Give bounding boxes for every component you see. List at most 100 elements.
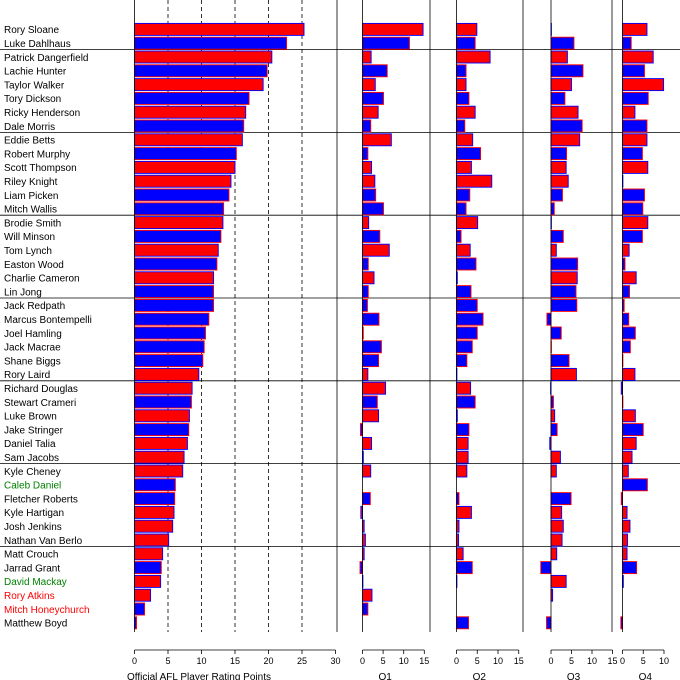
player-name-label: Kyle Cheney [4, 467, 61, 478]
quarter-tick-label: 10 [399, 656, 409, 666]
quarter-tick-label: 15 [419, 656, 429, 666]
total-rating-bar [134, 22, 305, 36]
quarter-rating-bar [622, 147, 643, 161]
player-name-label: Rory Atkins [4, 591, 55, 602]
player-name-label: Josh Jenkins [4, 522, 62, 533]
quarter-rating-bar [622, 505, 628, 519]
quarter-rating-bar [456, 174, 493, 188]
total-rating-bar [134, 602, 146, 616]
player-name-label: Luke Brown [4, 412, 57, 423]
quarter-rating-bar [362, 91, 384, 105]
total-rating-bar [134, 423, 190, 437]
quarter-rating-bar [362, 216, 370, 230]
total-rating-bar [134, 561, 162, 575]
quarter-rating-bar [362, 492, 371, 506]
quarter-rating-bar [456, 188, 471, 202]
total-rating-bar [134, 147, 237, 161]
quarter-rating-bar [456, 464, 468, 478]
total-rating-bar [134, 519, 174, 533]
player-name-label: Mitch Wallis [4, 205, 57, 216]
player-name-label: Matt Crouch [4, 550, 58, 561]
total-rating-bar [134, 492, 176, 506]
quarter-rating-bar [362, 78, 376, 92]
player-name-label: Tory Dickson [4, 94, 61, 105]
total-rating-bar [134, 381, 193, 395]
quarter-rating-bar [540, 561, 552, 575]
quarter-rating-bar [362, 409, 380, 423]
quarter-rating-bar [362, 50, 372, 64]
quarter-rating-bar [456, 381, 472, 395]
total-rating-bar [134, 464, 184, 478]
quarter-rating-bar [550, 188, 563, 202]
total-rating-bar [134, 505, 175, 519]
quarter-rating-bar [550, 505, 563, 519]
main-tick-label: 0 [132, 656, 137, 666]
total-rating-bar [134, 119, 245, 133]
player-name-label: Nathan Van Berlo [4, 536, 83, 547]
quarter-rating-bar [456, 298, 478, 312]
player-name-label: Scott Thompson [4, 163, 77, 174]
quarter-rating-bar [550, 354, 570, 368]
quarter-rating-bar [362, 340, 382, 354]
total-rating-bar [134, 409, 190, 423]
player-name-label: Will Minson [4, 232, 55, 243]
player-name-label: Fletcher Roberts [4, 494, 78, 505]
total-rating-bar [134, 257, 218, 271]
quarter-rating-bar [362, 119, 372, 133]
player-name-label: Lin Jong [4, 287, 42, 298]
player-name-label: Jack Macrae [4, 343, 61, 354]
quarter-rating-bar [550, 519, 564, 533]
quarter-rating-bar [622, 22, 648, 36]
quarter-tick-label: 10 [587, 656, 597, 666]
total-rating-bar [134, 354, 204, 368]
player-name-label: Dale Morris [4, 122, 55, 133]
quarter-rating-bar [456, 105, 476, 119]
quarter-rating-bar [362, 36, 410, 50]
player-name-label: Ricky Henderson [4, 108, 80, 119]
quarter-rating-bar [456, 36, 476, 50]
player-name-label: Jarrad Grant [4, 563, 60, 574]
player-name-label: Taylor Walker [4, 80, 65, 91]
quarter-rating-bar [456, 160, 472, 174]
main-tick-label: 20 [263, 656, 273, 666]
quarter-rating-bar [622, 202, 644, 216]
quarter-rating-bar [456, 257, 477, 271]
quarter-rating-bar [456, 50, 491, 64]
quarter-rating-bar [622, 64, 645, 78]
quarter-rating-bar [456, 202, 467, 216]
quarter-rating-bar [550, 450, 561, 464]
quarter-rating-bar [622, 160, 649, 174]
main-tick-label: 5 [165, 656, 170, 666]
total-rating-bar [134, 533, 170, 547]
quarter-rating-bar [456, 354, 468, 368]
quarter-rating-bar [362, 298, 368, 312]
quarter-rating-bar [550, 464, 557, 478]
total-rating-bar [134, 105, 247, 119]
quarter-rating-bar [622, 50, 654, 64]
quarter-rating-bar [550, 423, 558, 437]
quarter-rating-bar [362, 133, 392, 147]
player-name-label: Rory Laird [4, 370, 50, 381]
quarter-rating-bar [550, 78, 572, 92]
quarter-rating-bar [550, 119, 583, 133]
player-name-label: Mitch Honeychurch [4, 605, 90, 616]
quarter-rating-bar [550, 174, 569, 188]
quarter-rating-bar [622, 464, 629, 478]
player-name-label: Sam Jacobs [4, 453, 59, 464]
quarter-rating-bar [622, 547, 628, 561]
quarter-rating-bar [456, 229, 462, 243]
player-name-label: Tom Lynch [4, 246, 52, 257]
quarter-rating-bar [550, 36, 575, 50]
quarter-rating-bar [622, 188, 645, 202]
total-rating-bar [134, 216, 224, 230]
main-tick-label: 25 [297, 656, 307, 666]
total-rating-bar [134, 229, 222, 243]
quarter-tick-label: 0 [360, 656, 365, 666]
quarter-rating-bar [622, 36, 632, 50]
quarter-rating-bar [622, 119, 648, 133]
quarter-rating-bar [362, 229, 381, 243]
quarter-rating-bar [622, 91, 649, 105]
quarter-rating-bar [622, 478, 648, 492]
player-name-label: Charlie Cameron [4, 274, 80, 285]
